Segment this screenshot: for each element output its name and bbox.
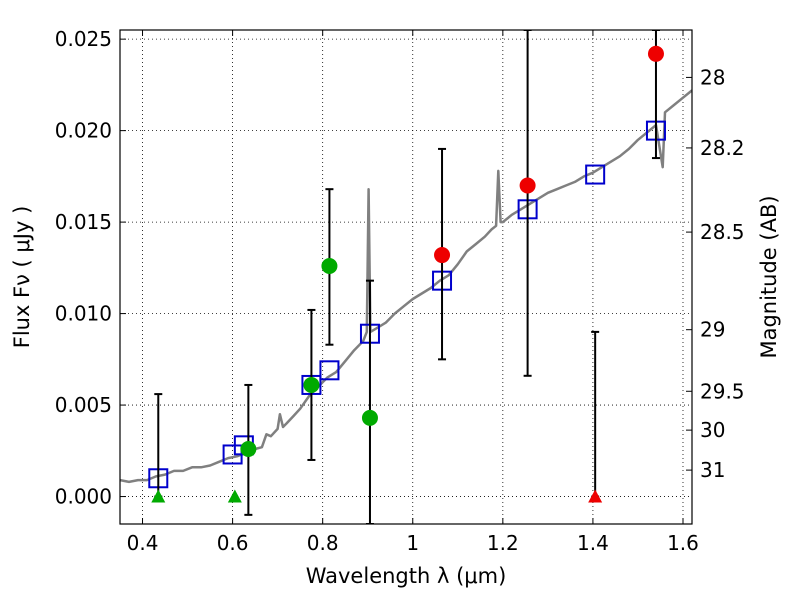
photometry-circle-marker	[321, 258, 338, 275]
plot-data	[120, 30, 692, 524]
photometry-circle-marker	[240, 440, 257, 457]
ticks: 0.4 0.6 0.8 1 1.2 1.4 1.6 0.000 0.005 0.010 0.015 0…	[55, 27, 745, 555]
right-tick-label: 30	[700, 418, 725, 442]
x-tick-label: 0.4	[127, 531, 159, 555]
photometry-circle-marker	[303, 376, 320, 393]
y-tick-label: 0.000	[55, 485, 112, 509]
y-tick-label: 0.010	[55, 302, 112, 326]
right-tick-label: 31	[700, 458, 725, 482]
x-tick-label: 1.4	[577, 531, 609, 555]
y-tick-label: 0.005	[55, 393, 112, 417]
right-tick-label: 28.5	[700, 220, 745, 244]
template-spectrum-line	[120, 89, 692, 484]
right-axis-title-text: Magnitude (AB)	[757, 195, 781, 358]
y-axis-title-text: Flux Fν ( μJy )	[10, 206, 34, 349]
model-square-marker	[585, 164, 606, 185]
x-tick-label: 1.6	[667, 531, 699, 555]
right-tick-label: 29.5	[700, 379, 745, 403]
x-tick-label: 1.2	[487, 531, 519, 555]
y-tick-label: 0.025	[55, 27, 112, 51]
plot-frame	[119, 29, 693, 525]
y-axis-title: Flux Fν ( μJy )	[10, 206, 34, 349]
model-square-marker	[319, 360, 340, 381]
grid	[120, 30, 692, 524]
right-axis-title: Magnitude (AB)	[757, 195, 781, 358]
x-tick-label: 0.8	[307, 531, 339, 555]
right-tick-label: 29	[700, 318, 725, 342]
right-tick-label: 28	[700, 65, 725, 89]
upper-limit-triangle-marker	[588, 489, 603, 503]
x-axis-title-text: Wavelength λ (μm)	[306, 564, 507, 588]
y-tick-label: 0.020	[55, 119, 112, 143]
photometry-circle-marker	[434, 247, 451, 264]
x-tick-label: 0.6	[217, 531, 249, 555]
photometry-circle-marker	[361, 409, 378, 426]
right-tick-label: 28.2	[700, 136, 745, 160]
photometry-circle-marker	[519, 177, 536, 194]
x-axis-title: Wavelength λ (μm)	[306, 564, 507, 588]
y-tick-label: 0.015	[55, 210, 112, 234]
upper-limit-triangle-marker	[151, 489, 166, 503]
upper-limit-triangle-marker	[227, 489, 242, 503]
x-tick-label: 1	[406, 531, 419, 555]
photometry-circle-marker	[647, 45, 664, 62]
